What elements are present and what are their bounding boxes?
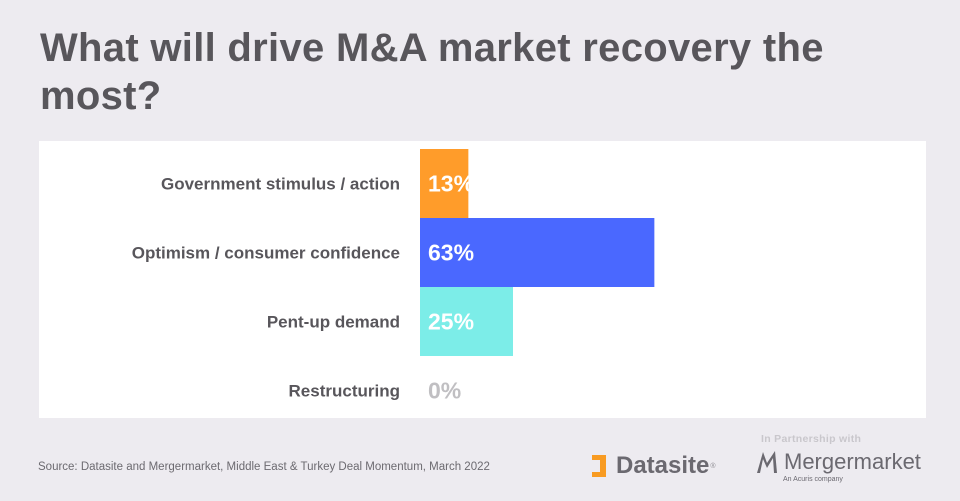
bar-chart: Government stimulus / action 13% Optimism … <box>132 149 655 404</box>
chart-title: What will drive M&A market recovery the … <box>40 26 824 118</box>
datasite-bracket-icon <box>592 455 606 477</box>
chart-panel: Government stimulus / action 13% Optimism … <box>39 141 926 418</box>
bar <box>420 149 469 218</box>
value-label: 25% <box>428 309 474 335</box>
value-label: 0% <box>428 378 461 404</box>
bar <box>420 218 655 287</box>
mergermarket-logo: Mergermarket <box>755 449 921 475</box>
bar <box>420 287 513 356</box>
datasite-logo: Datasite ® <box>592 451 716 481</box>
value-label: 13% <box>428 171 474 197</box>
mergermarket-m-icon <box>757 451 777 473</box>
source-note: Source: Datasite and Mergermarket, Middl… <box>38 461 490 473</box>
partnership-label: In Partnership with <box>761 433 862 445</box>
registered-mark: ® <box>710 462 716 470</box>
value-label: 63% <box>428 240 474 266</box>
category-label: Restructuring <box>289 382 400 401</box>
mergermarket-name: Mergermarket <box>784 449 921 474</box>
category-label: Optimism / consumer confidence <box>132 244 400 263</box>
category-label: Pent-up demand <box>267 313 400 332</box>
datasite-name: Datasite <box>616 452 710 479</box>
mergermarket-tagline: An Acuris company <box>783 476 843 483</box>
category-label: Government stimulus / action <box>161 175 400 194</box>
